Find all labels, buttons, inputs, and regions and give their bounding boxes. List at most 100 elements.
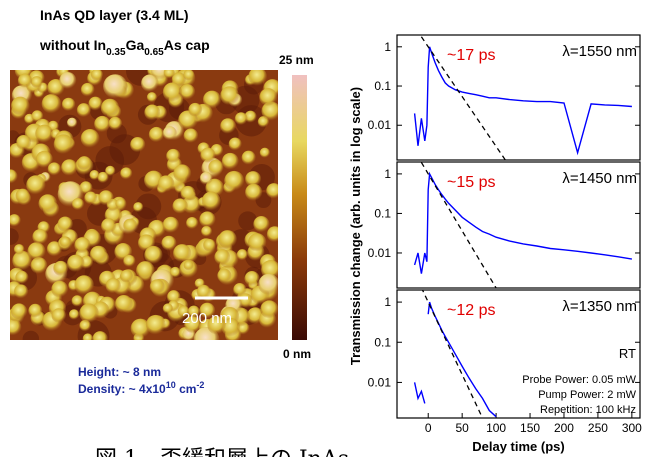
afm-dot [11, 96, 30, 116]
colorbar [292, 75, 307, 340]
afm-dot [266, 183, 278, 199]
afm-dot [247, 233, 267, 252]
afm-dot [241, 150, 256, 165]
afm-dot [173, 164, 192, 183]
afm-dot [51, 308, 67, 323]
afm-dot [59, 71, 77, 90]
afm-dot [144, 245, 163, 265]
afm-dot [259, 147, 271, 158]
afm-dot [61, 159, 78, 176]
afm-dot [253, 216, 270, 233]
density-part: 10 [166, 380, 176, 390]
afm-dot [266, 226, 278, 243]
afm-dot [218, 230, 237, 249]
afm-dot [71, 295, 84, 307]
y-tick-label: 1 [384, 40, 391, 54]
afm-dot [10, 169, 18, 184]
afm-dot [82, 333, 94, 340]
afm-dot [105, 277, 121, 294]
afm-dot [38, 194, 58, 213]
afm-dot [90, 70, 104, 81]
afm-shade [22, 330, 40, 340]
x-tick-label: 200 [554, 421, 574, 435]
x-tick-label: 250 [588, 421, 608, 435]
afm-dot [74, 237, 91, 254]
afm-dot [123, 218, 138, 233]
plot-frame [396, 161, 641, 289]
y-tick-label: 0.1 [374, 335, 391, 349]
afm-dot [30, 257, 48, 274]
afm-dot [144, 104, 161, 121]
afm-dot [10, 214, 21, 227]
afm-dot [31, 110, 44, 123]
afm-title: InAs QD layer (3.4 ML) [40, 7, 189, 23]
afm-dot [163, 70, 175, 79]
x-tick-label: 150 [520, 421, 540, 435]
afm-dot [84, 191, 98, 205]
afm-dot [30, 76, 43, 88]
afm-dot [183, 70, 195, 81]
afm-dot [173, 244, 192, 263]
afm-dot [89, 245, 108, 264]
note: RT [619, 346, 636, 361]
afm-dot [11, 303, 28, 320]
afm-dot [28, 303, 43, 318]
afm-dot [71, 198, 85, 211]
afm-dot [89, 170, 100, 181]
afm-dot [172, 198, 188, 214]
afm-dot [115, 198, 126, 209]
afm-dot [15, 270, 29, 284]
data-line [413, 46, 632, 156]
afm-dot [261, 101, 278, 121]
afm-dot [220, 86, 240, 106]
afm-dot [94, 115, 111, 133]
afm-dot [79, 303, 99, 324]
wavelength-label: λ=1350 nm [562, 298, 637, 315]
afm-dot [53, 260, 69, 276]
afm-dot [114, 294, 133, 313]
afm-dot [16, 134, 32, 150]
afm-dot [133, 202, 144, 213]
afm-dot [105, 165, 116, 177]
afm-dot [224, 170, 245, 191]
afm-dot [108, 116, 123, 131]
afm-dot [236, 249, 248, 261]
afm-dot [186, 217, 199, 230]
wavelength-label: λ=1550 nm [562, 43, 637, 60]
y-tick-label: 1 [384, 167, 391, 181]
afm-dot [203, 90, 222, 109]
afm-dot [207, 315, 226, 335]
afm-dot [14, 284, 29, 299]
density-part: -2 [196, 380, 204, 390]
afm-dot [179, 83, 196, 100]
afm-dot [258, 273, 278, 296]
afm-dot [162, 303, 174, 314]
tau-label: ~12 ps [447, 302, 495, 319]
afm-dot [244, 110, 257, 123]
colorbar-min: 0 nm [283, 347, 311, 361]
afm-dot [245, 171, 262, 188]
afm-dot [17, 73, 33, 88]
caption: 図 1 歪緩和層上の InAs [95, 447, 349, 457]
afm-dot [199, 211, 216, 228]
data-line [413, 301, 497, 418]
afm-dot [259, 88, 278, 107]
y-tick-label: 0.1 [374, 79, 391, 93]
x-tick-label: 300 [622, 421, 642, 435]
colorbar-max: 25 nm [279, 53, 314, 67]
tau-label: ~15 ps [447, 174, 495, 191]
note: Pump Power: 2 mW [538, 389, 636, 401]
afm-dot [120, 269, 133, 283]
afm-dot [130, 137, 146, 153]
afm-dot [13, 244, 25, 255]
afm-dot [41, 94, 62, 114]
afm-dot [35, 150, 53, 169]
subtitle-part: 0.35 [106, 47, 126, 58]
afm-dot [201, 225, 213, 237]
fit-line [421, 290, 484, 418]
afm-dot [61, 97, 76, 112]
subtitle-part: Ga [126, 37, 145, 53]
afm-dot [161, 235, 177, 251]
afm-dot [180, 185, 196, 201]
